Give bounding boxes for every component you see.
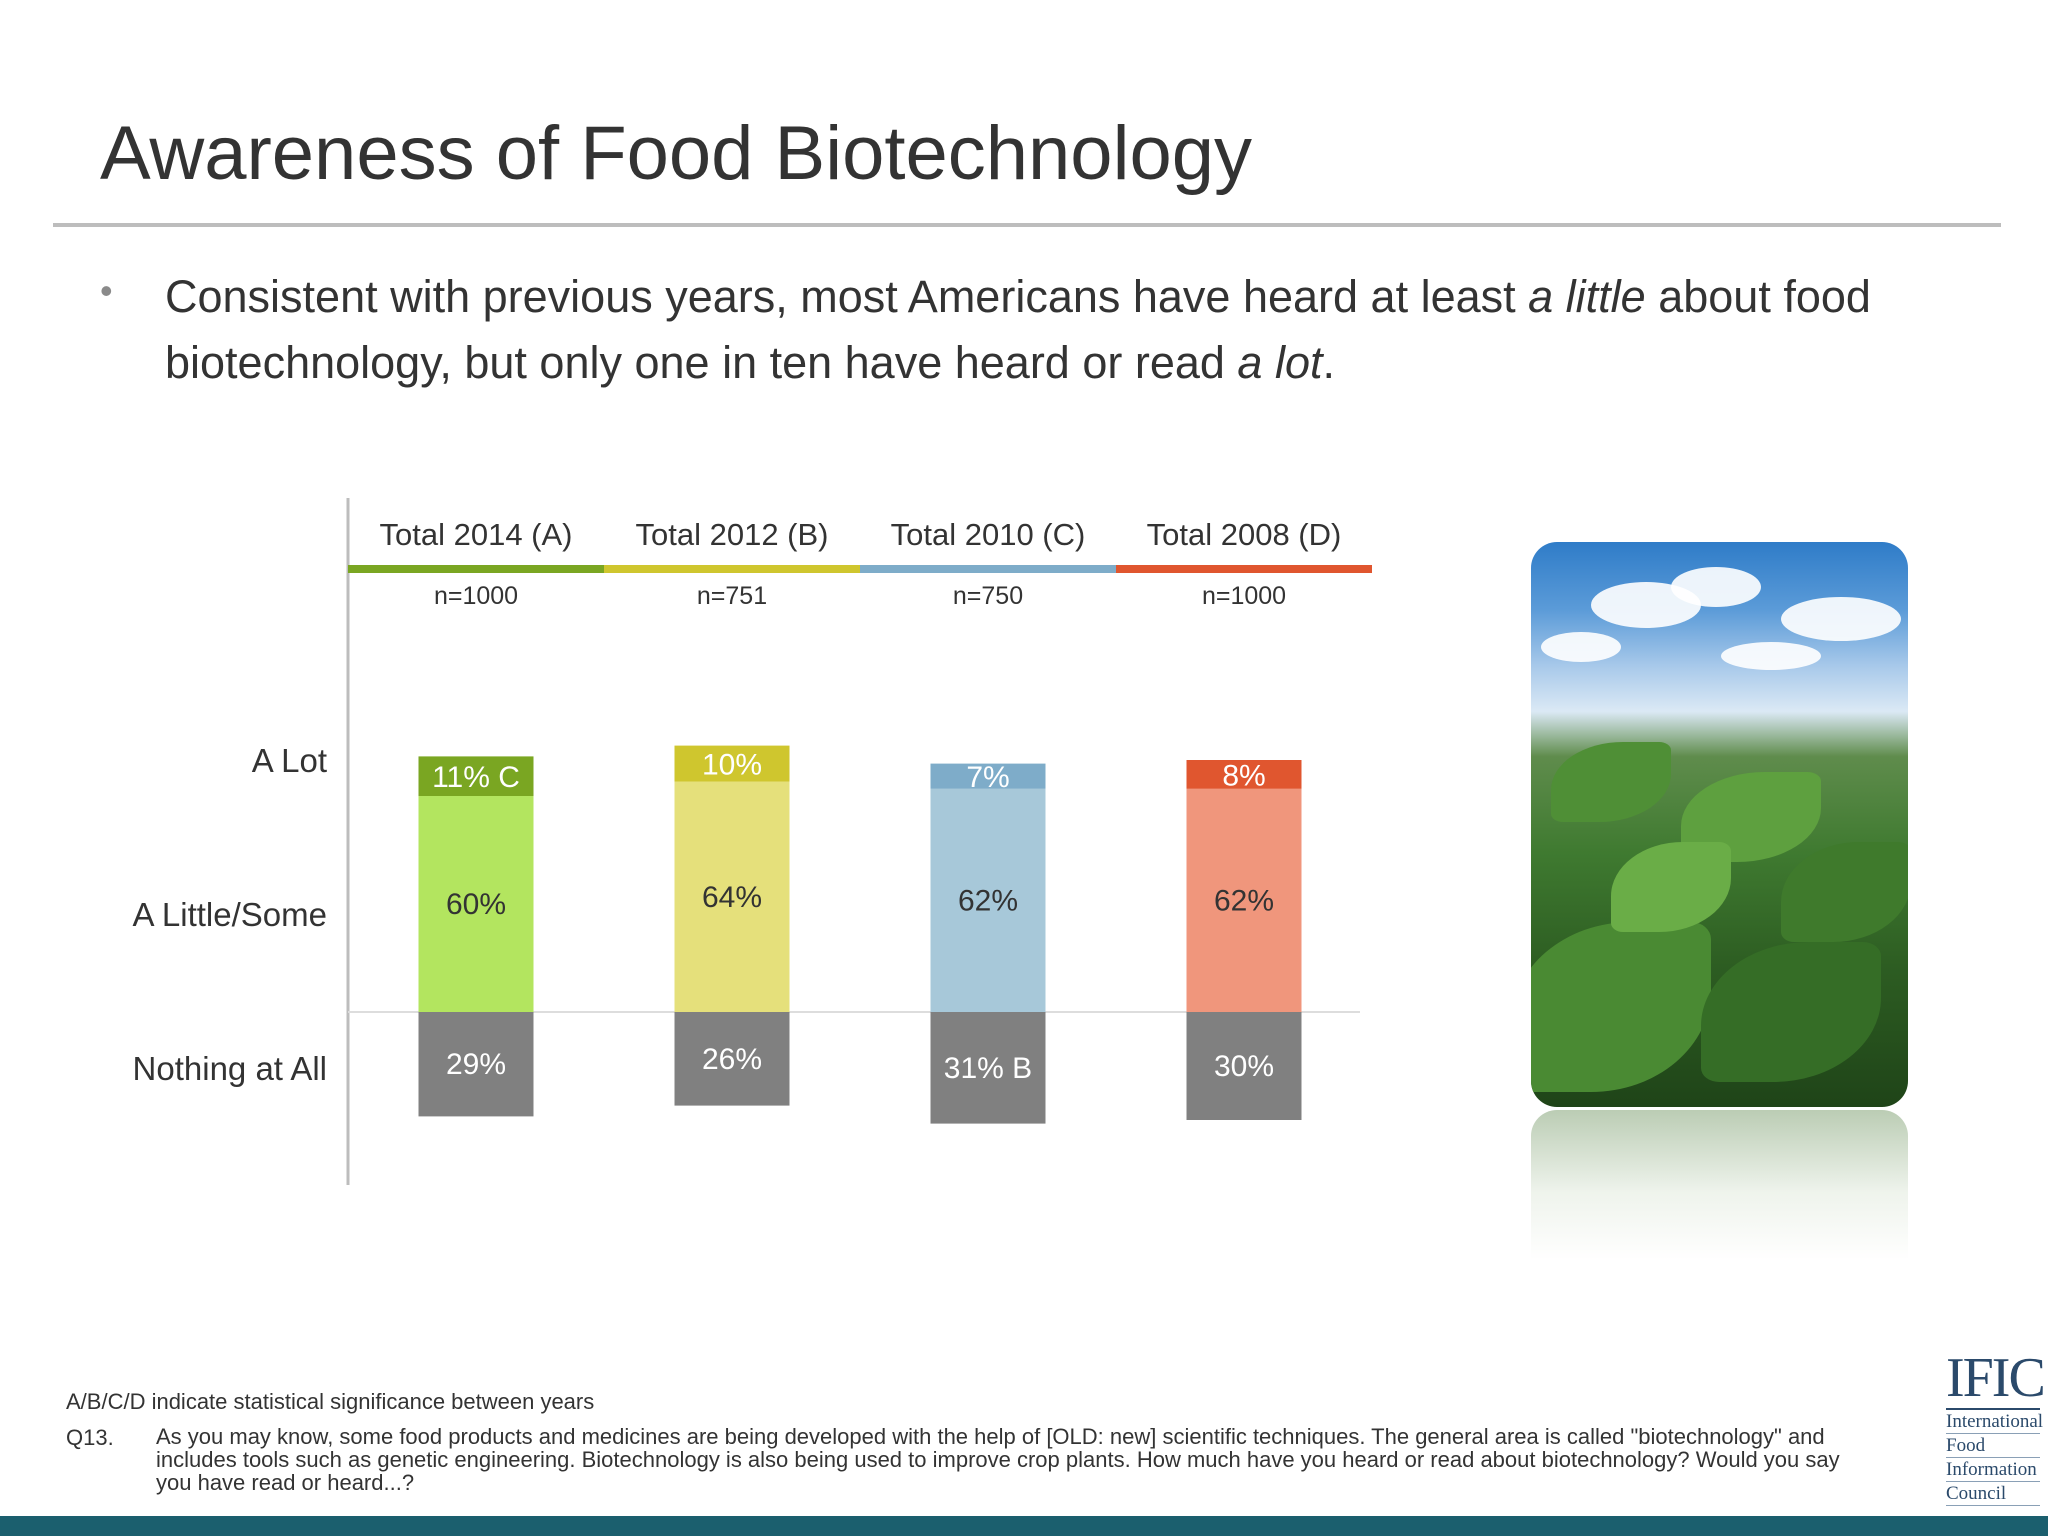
photo-reflection xyxy=(1531,1110,1908,1260)
data-label-a-lot: 11% C xyxy=(432,761,520,794)
slide-title: Awareness of Food Biotechnology xyxy=(100,111,1252,196)
bullet-icon: • xyxy=(100,270,113,311)
bar-segment-nothing xyxy=(1186,1012,1302,1120)
row-label: Nothing at All xyxy=(133,1050,327,1087)
sample-size-label: n=1000 xyxy=(1202,582,1286,610)
bar-segment-a-little xyxy=(930,788,1046,1012)
data-label-a-little: 62% xyxy=(958,884,1018,917)
bar-segment-a-lot xyxy=(674,745,790,782)
sample-size-label: n=751 xyxy=(697,582,767,610)
category-header-band xyxy=(604,565,860,573)
data-label-a-lot: 8% xyxy=(1222,759,1265,792)
category-label: Total 2012 (B) xyxy=(636,517,829,552)
category-header-band xyxy=(348,565,604,573)
data-label-a-little: 64% xyxy=(702,881,762,914)
logo-line-council: Council xyxy=(1946,1482,2040,1506)
category-header-band xyxy=(860,565,1116,573)
category-label: Total 2010 (C) xyxy=(891,517,1086,552)
ific-logo: IFIC International Food Information Coun… xyxy=(1946,1347,2046,1506)
category-header-band xyxy=(1116,565,1372,573)
data-label-a-lot: 10% xyxy=(702,749,762,782)
data-label-a-little: 62% xyxy=(1214,884,1274,917)
data-label-nothing: 31% B xyxy=(944,1052,1032,1085)
bar-segment-a-lot xyxy=(930,763,1046,789)
data-label-a-little: 60% xyxy=(446,888,506,921)
data-label-nothing: 26% xyxy=(702,1043,762,1076)
bullet-part-3: . xyxy=(1322,337,1335,388)
row-label: A Lot xyxy=(252,742,327,779)
sample-size-label: n=750 xyxy=(953,582,1023,610)
logo-line-international: International xyxy=(1946,1411,2044,1434)
bar-segment-a-little xyxy=(1186,788,1302,1012)
question-text: As you may know, some food products and … xyxy=(156,1424,1840,1495)
data-label-nothing: 29% xyxy=(446,1048,506,1081)
stacked-bar-chart: Total 2014 (A) n=1000 29% 60% 11% C Total 201… xyxy=(133,498,1372,1185)
bar-segment-a-lot xyxy=(418,756,534,796)
bar-segment-nothing xyxy=(930,1012,1046,1124)
bar-segment-a-lot xyxy=(1186,760,1302,789)
bar-segment-nothing xyxy=(674,1012,790,1106)
bar-segment-a-little xyxy=(418,796,534,1012)
bullet-emphasis-2: a lot xyxy=(1237,337,1323,388)
data-label-nothing: 30% xyxy=(1214,1050,1274,1083)
data-label-a-lot: 7% xyxy=(966,761,1009,794)
logo-line-information: Information xyxy=(1946,1458,2040,1482)
bullet-text: Consistent with previous years, most Ame… xyxy=(165,264,1995,396)
title-divider xyxy=(53,223,2001,227)
sample-size-label: n=1000 xyxy=(434,582,518,610)
category-label: Total 2008 (D) xyxy=(1147,517,1342,552)
row-label: A Little/Some xyxy=(133,896,327,933)
bar-segment-nothing xyxy=(418,1012,534,1117)
tobacco-field-photo xyxy=(1531,542,1908,1107)
bullet-part-2: about food biotechnology, but only one i… xyxy=(165,271,1871,388)
logo-line-food: Food xyxy=(1946,1434,2040,1458)
category-label: Total 2014 (A) xyxy=(380,517,573,552)
bullet-emphasis-1: a little xyxy=(1528,271,1646,322)
question-label: Q13. xyxy=(66,1425,114,1450)
significance-footnote: A/B/C/D indicate statistical significanc… xyxy=(66,1389,595,1414)
footer-bar xyxy=(0,1516,2048,1536)
bullet-part-1: Consistent with previous years, most Ame… xyxy=(165,271,1529,322)
bar-segment-a-little xyxy=(674,781,790,1012)
logo-mark: IFIC xyxy=(1946,1347,2046,1410)
